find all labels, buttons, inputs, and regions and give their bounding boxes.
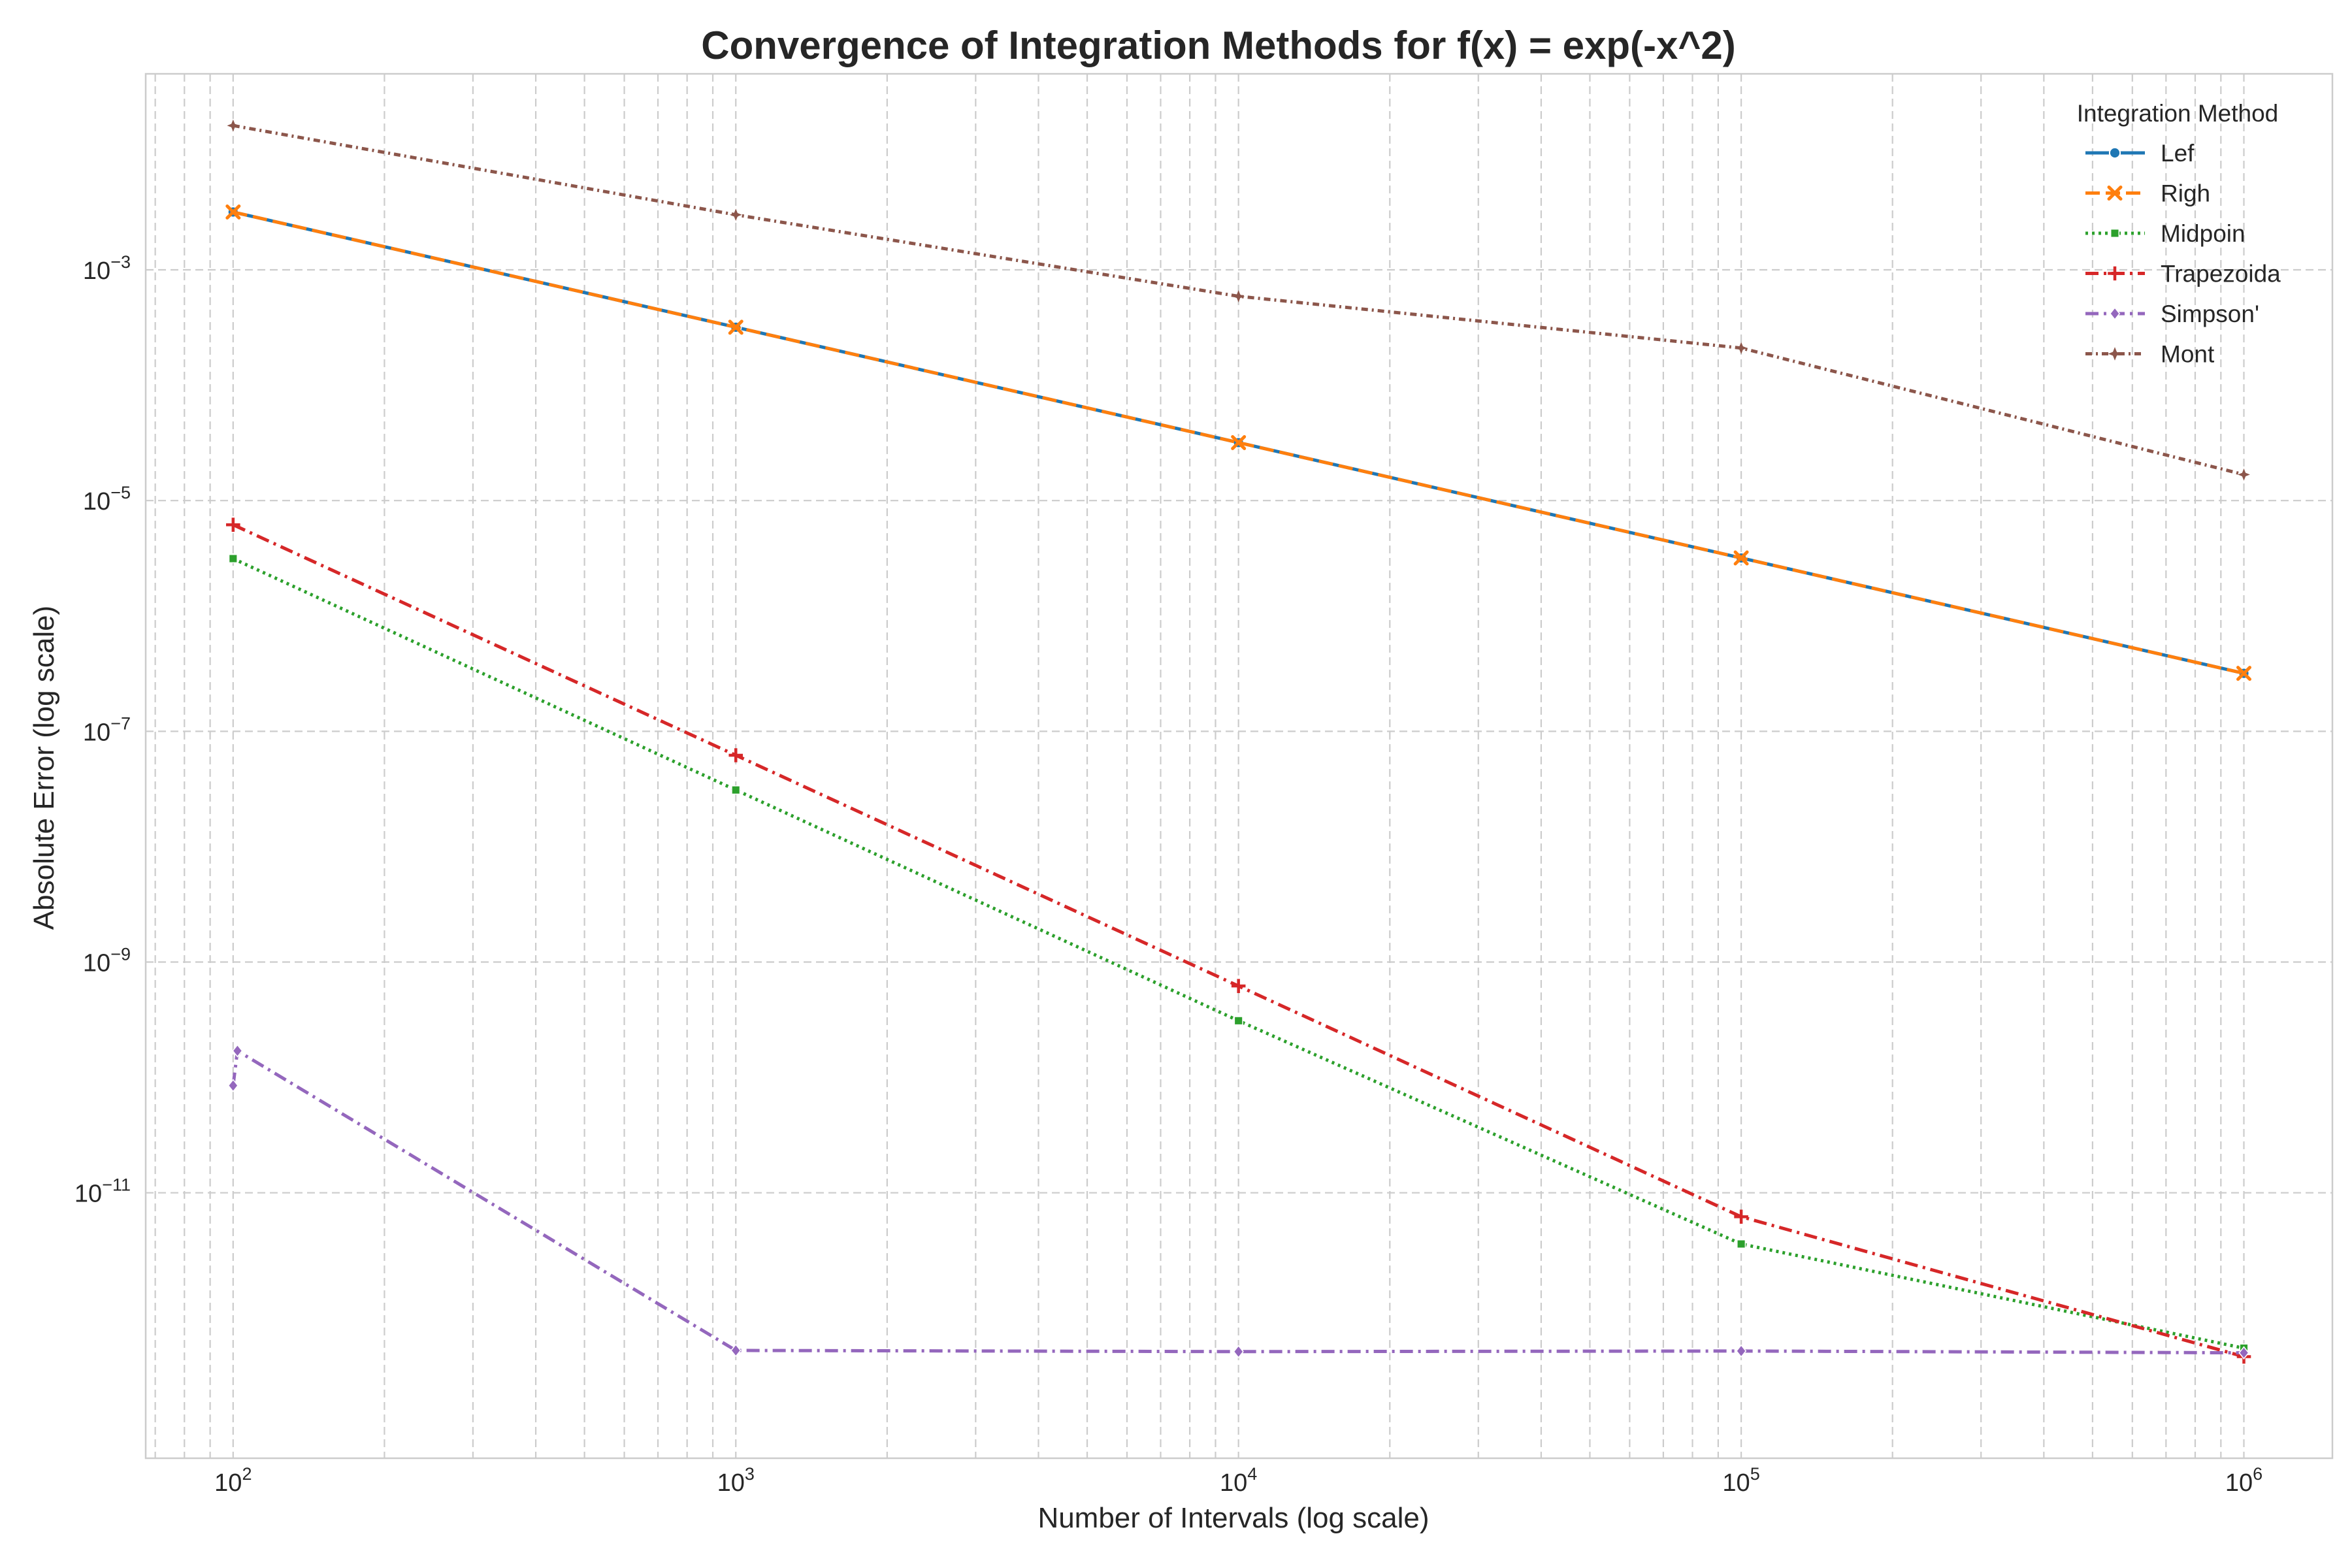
x-tick-labels: 102 103 104 105 106 <box>214 1464 2262 1497</box>
data-point <box>2238 1346 2249 1360</box>
data-point <box>227 1079 238 1092</box>
data-point <box>228 553 238 564</box>
y-tick-label: 10−9 <box>83 945 131 977</box>
x-axis-label: Number of Intervals (log scale) <box>1037 1502 1429 1534</box>
data-point <box>1733 550 1749 566</box>
legend: Integration Method Lef Righ Midpoin Trapezo… <box>2077 100 2281 368</box>
series-3 <box>226 517 2251 1364</box>
legend-entry: Righ <box>2085 180 2210 207</box>
legend-entry: Mont <box>2085 341 2215 368</box>
data-point <box>226 517 240 532</box>
data-point <box>729 208 742 221</box>
data-point <box>1735 342 1748 355</box>
data-point <box>728 319 743 335</box>
legend-entry: Midpoin <box>2085 220 2246 247</box>
data-point <box>731 785 741 795</box>
data-point <box>1735 1344 1747 1358</box>
x-tick-label: 104 <box>1220 1464 1257 1497</box>
data-point <box>728 748 743 762</box>
data-point <box>1233 1345 1244 1358</box>
data-point <box>1231 434 1247 450</box>
x-tick-label: 103 <box>717 1464 755 1497</box>
y-tick-label: 10−11 <box>74 1175 131 1208</box>
data-point <box>1231 979 1246 993</box>
legend-title: Integration Method <box>2077 100 2279 127</box>
data-point <box>1232 290 1245 302</box>
data-point <box>227 119 240 132</box>
data-point <box>1734 1209 1748 1224</box>
y-tick-labels: 10−3 10−5 10−7 10−9 10−11 <box>74 252 131 1208</box>
legend-entries: Lef Righ Midpoin Trapezoida Simpson' Mont <box>2085 140 2281 368</box>
plot-frame <box>144 73 2334 1460</box>
data-point <box>2108 266 2122 281</box>
series-1 <box>225 204 2252 681</box>
minor-grid <box>154 74 2222 1458</box>
y-axis-label: Absolute Error (log scale) <box>28 606 60 930</box>
legend-entry: Trapezoida <box>2085 261 2281 287</box>
y-tick-label: 10−3 <box>83 252 131 285</box>
data-point <box>1233 1016 1243 1026</box>
major-grid <box>146 74 2332 1458</box>
legend-entry: Simpson' <box>2085 301 2259 327</box>
chart-title: Convergence of Integration Methods for f… <box>701 24 1736 67</box>
legend-label: Midpoin <box>2161 220 2246 247</box>
legend-label: Trapezoida <box>2161 261 2281 287</box>
legend-entry: Lef <box>2085 140 2195 167</box>
data-point <box>232 1044 243 1058</box>
data-point <box>2238 468 2250 481</box>
series-layer <box>225 119 2252 1364</box>
data-point <box>2107 186 2123 201</box>
x-tick-label: 106 <box>2225 1464 2262 1497</box>
series-4 <box>227 1044 2249 1360</box>
data-point <box>2109 306 2121 321</box>
y-tick-label: 10−7 <box>83 713 131 746</box>
data-point <box>2108 146 2121 159</box>
legend-label: Simpson' <box>2161 301 2259 327</box>
data-point <box>2110 228 2120 238</box>
series-5 <box>227 119 2250 481</box>
data-point <box>2236 666 2252 681</box>
legend-label: Righ <box>2161 180 2210 207</box>
data-point <box>2108 347 2122 361</box>
y-tick-label: 10−5 <box>83 483 131 515</box>
data-point <box>1737 1239 1746 1249</box>
x-tick-label: 102 <box>214 1464 252 1497</box>
legend-label: Lef <box>2161 140 2195 167</box>
data-point <box>225 204 241 220</box>
series-line <box>231 1049 2244 1355</box>
data-point <box>730 1343 742 1358</box>
x-tick-label: 105 <box>1722 1464 1759 1497</box>
legend-label: Mont <box>2161 341 2215 368</box>
